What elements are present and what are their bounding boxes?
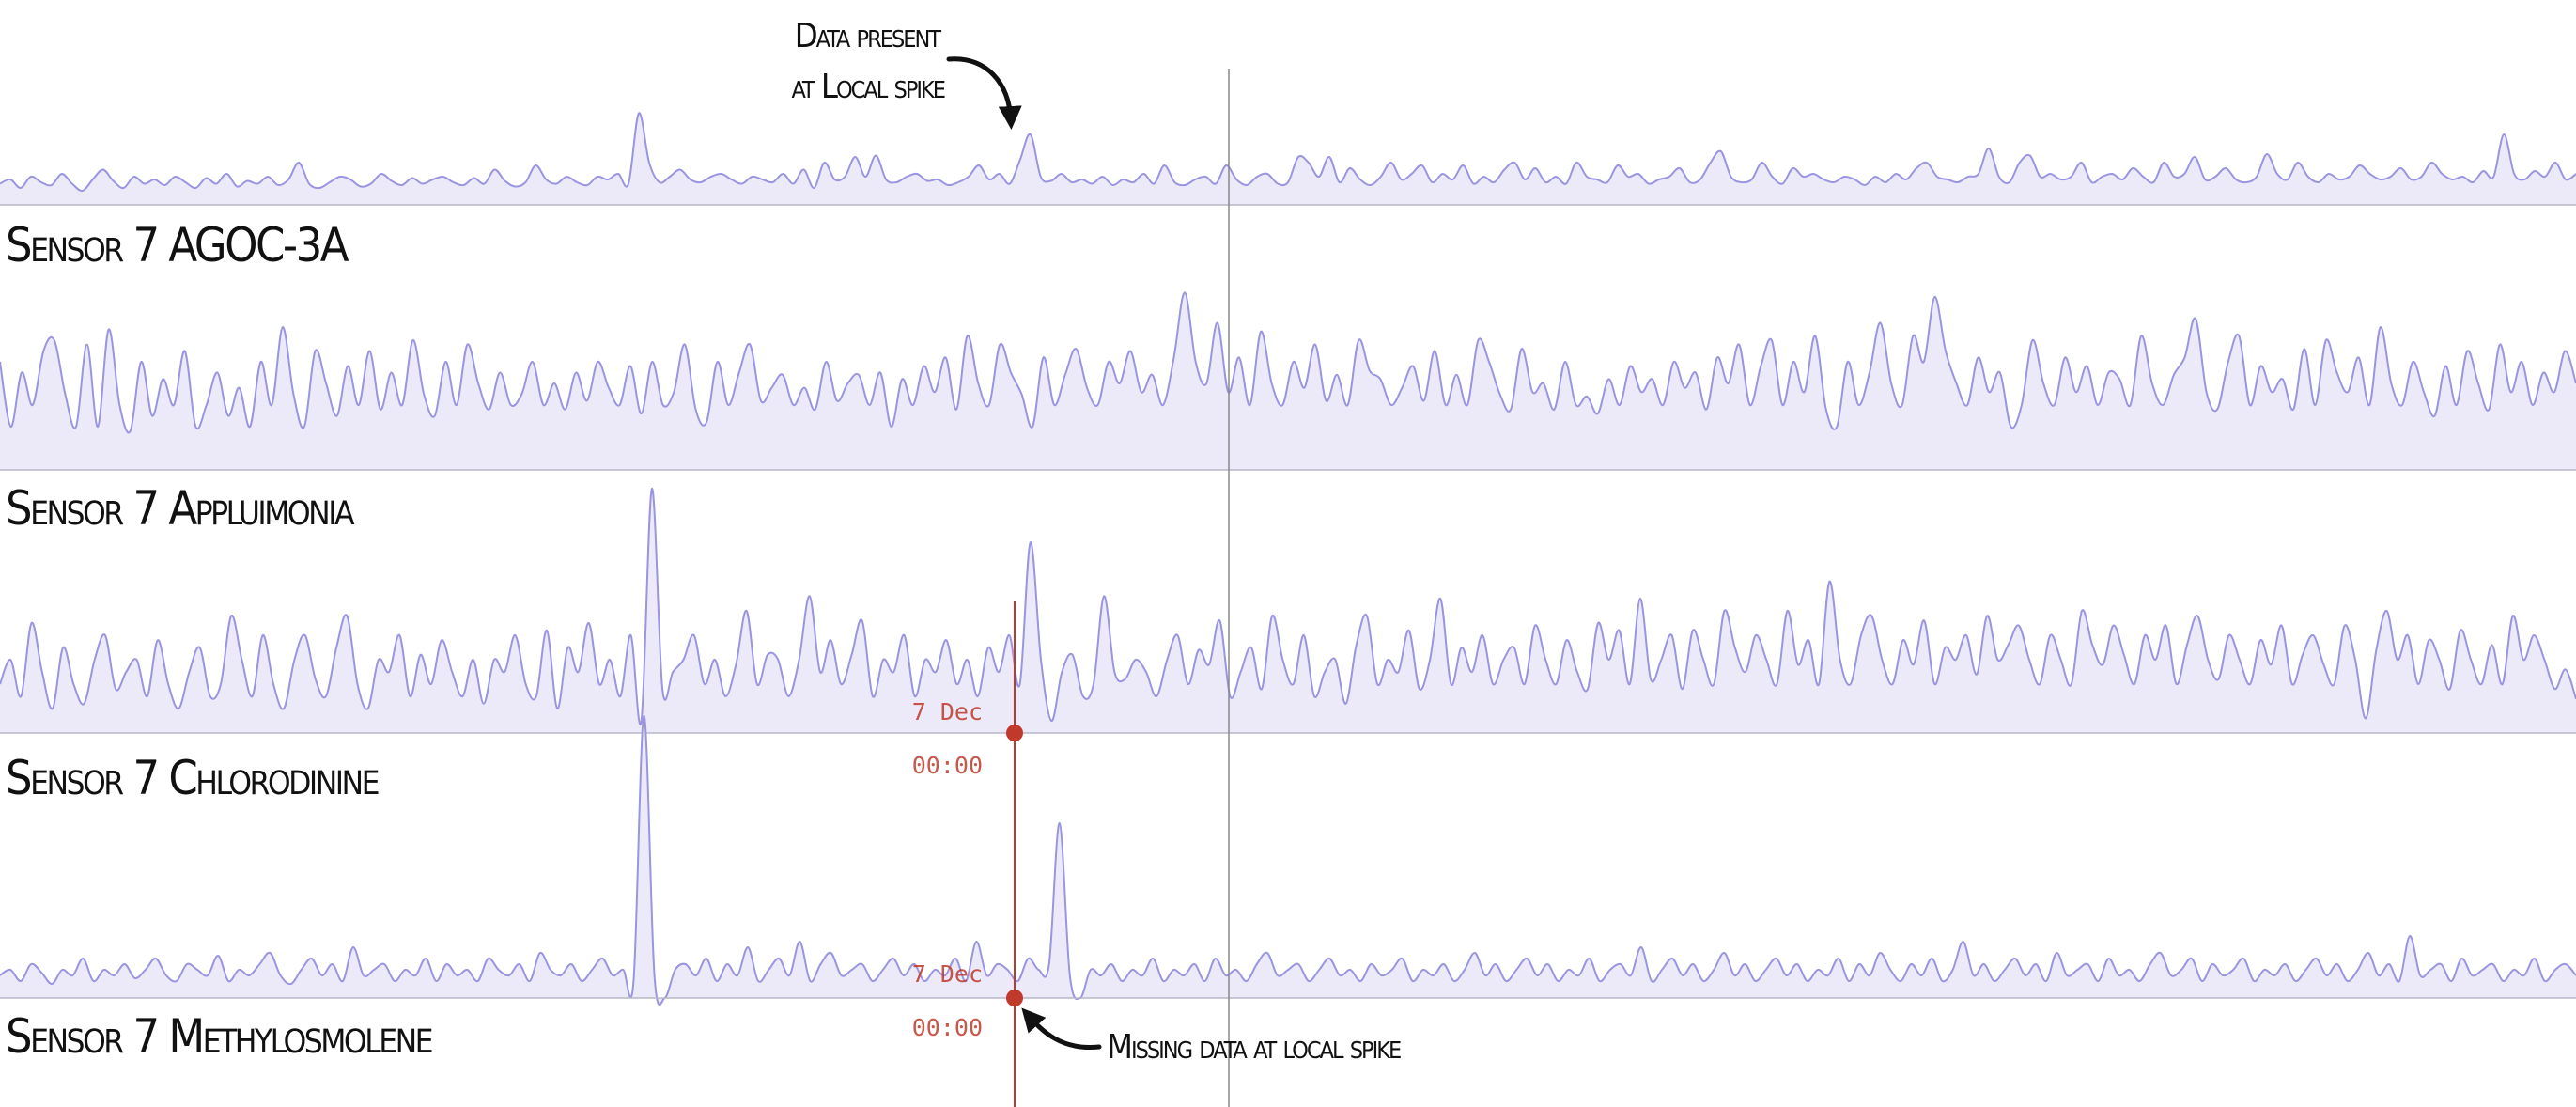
series-line-chlorodinine: [0, 487, 2576, 725]
cursor-date-label-methylosmolene: 7 Dec: [912, 960, 983, 988]
series-area-chlorodinine: [0, 488, 2576, 733]
annotation-missing-text: Missing data at local spike: [1107, 1028, 1401, 1067]
series-label-methylosmolene: Sensor 7 Methylosmolene: [6, 1009, 432, 1064]
annotation-present-arrow: [946, 56, 1022, 130]
cursor-dot-chlorodinine: [1006, 725, 1023, 741]
panel-methylosmolene: Sensor 7 Methylosmolene: [0, 714, 2576, 1064]
panel-agoc-3a: Sensor 7 AGOC-3A: [0, 112, 2576, 273]
series-area-methylosmolene: [0, 715, 2576, 1006]
annotation-present-line1: Data present: [795, 17, 942, 55]
panel-appluimonia: Sensor 7 Appluimonia: [0, 291, 2576, 536]
series-label-agoc-3a: Sensor 7 AGOC-3A: [6, 218, 349, 273]
cursor-date-label-chlorodinine: 7 Dec: [912, 698, 983, 725]
annotation-missing-data: Missing data at local spike: [1021, 1007, 1403, 1067]
series-line-methylosmolene: [0, 714, 2576, 1006]
series-line-appluimonia: [0, 291, 2576, 434]
hover-cursor[interactable]: 7 Dec 00:00 7 Dec 00:00: [912, 601, 1023, 1107]
series-area-agoc-3a: [0, 113, 2576, 205]
annotation-data-present: Data present at Local spike: [791, 17, 1022, 130]
panel-chlorodinine: Sensor 7 Chlorodinine: [0, 487, 2576, 805]
series-area-appluimonia: [0, 292, 2576, 470]
series-label-appluimonia: Sensor 7 Appluimonia: [6, 481, 355, 536]
cursor-dot-methylosmolene: [1006, 990, 1023, 1006]
annotation-missing-arrow: [1021, 1007, 1102, 1051]
series-line-agoc-3a: [0, 112, 2576, 193]
annotation-present-line2: at Local spike: [791, 68, 944, 106]
cursor-time-label-methylosmolene: 00:00: [912, 1014, 983, 1041]
series-label-chlorodinine: Sensor 7 Chlorodinine: [6, 751, 379, 805]
cursor-time-label-chlorodinine: 00:00: [912, 752, 983, 779]
